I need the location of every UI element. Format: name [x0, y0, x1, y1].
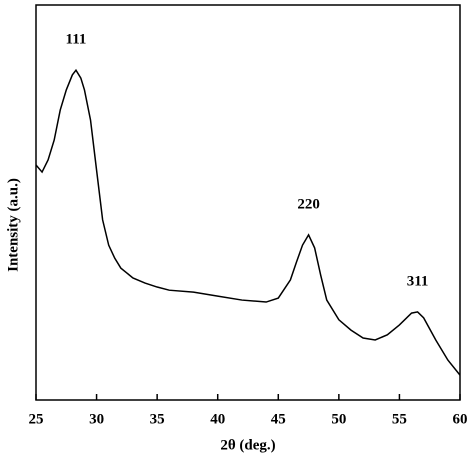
x-tick-label: 40: [210, 411, 225, 427]
x-tick-label: 55: [392, 411, 407, 427]
y-axis-label: Intensity (a.u.): [5, 178, 21, 272]
plot-frame: [35, 4, 461, 401]
data-line: [35, 68, 461, 376]
x-tick-label: 30: [89, 411, 104, 427]
x-tick-label: 25: [29, 411, 44, 427]
peak-label: 311: [407, 273, 429, 289]
x-tick-label: 50: [331, 411, 346, 427]
x-tick-label: 45: [271, 411, 286, 427]
peak-label: 220: [297, 196, 320, 212]
x-tick-label: 60: [453, 411, 468, 427]
x-axis-label: 2θ (deg.): [220, 437, 275, 453]
x-tick-label: 35: [150, 411, 165, 427]
peak-label: 111: [66, 32, 87, 48]
